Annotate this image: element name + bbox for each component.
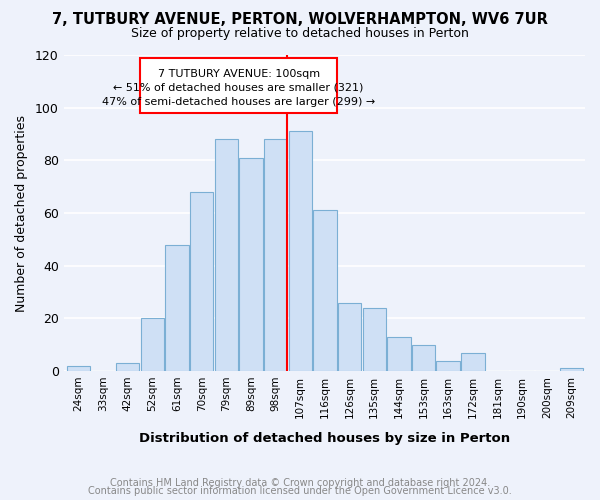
Bar	[313, 210, 337, 371]
Bar	[141, 318, 164, 371]
Bar	[362, 308, 386, 371]
Text: Contains public sector information licensed under the Open Government Licence v3: Contains public sector information licen…	[88, 486, 512, 496]
Bar	[560, 368, 583, 371]
Text: ← 51% of detached houses are smaller (321): ← 51% of detached houses are smaller (32…	[113, 83, 364, 93]
Bar	[289, 132, 312, 371]
FancyBboxPatch shape	[140, 58, 337, 113]
Bar	[436, 360, 460, 371]
Bar	[412, 345, 435, 371]
Bar	[264, 140, 287, 371]
Bar	[215, 140, 238, 371]
Text: 7, TUTBURY AVENUE, PERTON, WOLVERHAMPTON, WV6 7UR: 7, TUTBURY AVENUE, PERTON, WOLVERHAMPTON…	[52, 12, 548, 28]
Bar	[461, 352, 485, 371]
Bar	[116, 363, 139, 371]
Text: 47% of semi-detached houses are larger (299) →: 47% of semi-detached houses are larger (…	[102, 97, 376, 107]
Text: Size of property relative to detached houses in Perton: Size of property relative to detached ho…	[131, 28, 469, 40]
Text: 7 TUTBURY AVENUE: 100sqm: 7 TUTBURY AVENUE: 100sqm	[158, 69, 320, 79]
Bar	[166, 244, 189, 371]
Y-axis label: Number of detached properties: Number of detached properties	[15, 114, 28, 312]
Bar	[67, 366, 90, 371]
Bar	[338, 302, 361, 371]
X-axis label: Distribution of detached houses by size in Perton: Distribution of detached houses by size …	[139, 432, 510, 445]
Bar	[239, 158, 263, 371]
Bar	[190, 192, 214, 371]
Bar	[387, 337, 410, 371]
Text: Contains HM Land Registry data © Crown copyright and database right 2024.: Contains HM Land Registry data © Crown c…	[110, 478, 490, 488]
